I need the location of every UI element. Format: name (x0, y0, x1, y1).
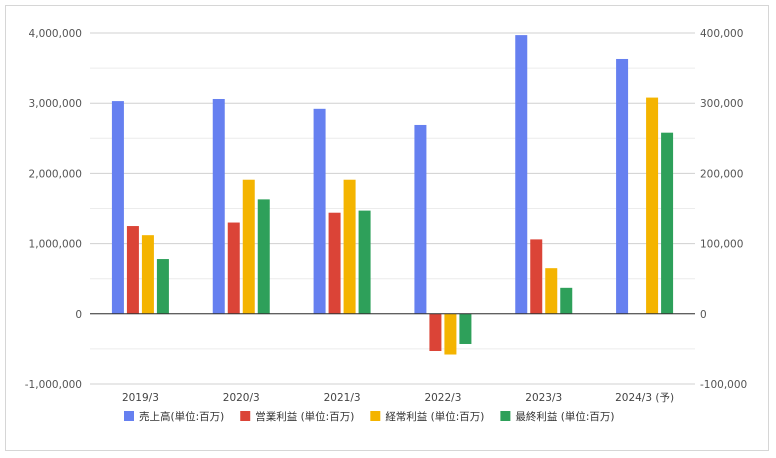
bar-1-2 (212, 98, 225, 314)
bars (111, 35, 674, 355)
legend-label: 経常利益 (単位:百万) (385, 410, 484, 423)
bar-3-1 (141, 235, 154, 314)
gridlines (90, 32, 695, 385)
axes: 4,000,000 3,000,000 2,000,000 1,000,000 0 -1,… (25, 28, 747, 404)
bar-4-2 (257, 199, 270, 314)
chart-frame: 4,000,000 3,000,000 2,000,000 1,000,000 0 -1,… (5, 5, 769, 451)
chart-canvas: 4,000,000 3,000,000 2,000,000 1,000,000 0 -1,… (25, 28, 747, 423)
bar-4-3 (358, 210, 371, 314)
y-right-tick-label: 400,000 (700, 28, 743, 40)
y-left-tick-label: 4,000,000 (29, 28, 82, 40)
bar-1-3 (313, 108, 326, 314)
bar-2-3 (328, 212, 341, 314)
legend-label: 営業利益 (単位:百万) (255, 410, 354, 423)
bar-2-5 (530, 239, 543, 314)
bar-4-6 (661, 132, 674, 314)
bar-2-4 (429, 313, 442, 352)
legend-label: 最終利益 (単位:百万) (515, 410, 614, 423)
bar-4-4 (459, 313, 472, 344)
bar-4-1 (156, 259, 169, 314)
legend-swatch (500, 411, 511, 421)
legend-swatch (124, 411, 134, 421)
y-right-tick-label: -100,000 (700, 379, 747, 391)
x-tick-label: 2019/3 (122, 392, 159, 404)
y-left-tick-label: 3,000,000 (29, 98, 82, 110)
bar-3-5 (545, 268, 558, 314)
legend-swatch (240, 411, 251, 421)
bar-4-5 (560, 287, 573, 314)
bar-2-1 (126, 226, 139, 314)
y-left-tick-label: 2,000,000 (29, 168, 82, 180)
x-tick-label: 2022/3 (424, 392, 461, 404)
legend-swatch (370, 411, 381, 421)
bar-1-1 (111, 101, 124, 314)
y-right-tick-label: 100,000 (700, 239, 743, 251)
x-tick-label: 2024/3 (予) (615, 392, 674, 404)
x-tick-label: 2021/3 (324, 392, 361, 404)
bar-3-2 (242, 179, 255, 314)
legend-item-1[interactable]: 売上高(単位:百万) (124, 410, 224, 423)
legend-item-3[interactable]: 経常利益 (単位:百万) (370, 410, 484, 423)
bar-2-2 (227, 222, 240, 314)
y-right-tick-label: 300,000 (700, 98, 743, 110)
bar-3-6 (646, 97, 659, 314)
x-tick-label: 2023/3 (525, 392, 562, 404)
bar-1-4 (414, 124, 427, 314)
bar-3-4 (444, 313, 457, 355)
y-left-tick-label: -1,000,000 (25, 379, 82, 391)
legend: 売上高(単位:百万) 営業利益 (単位:百万) 経常利益 (単位:百万) 最終利益 (… (124, 410, 614, 423)
bar-1-6 (616, 58, 629, 314)
bar-1-5 (515, 35, 528, 314)
legend-item-4[interactable]: 最終利益 (単位:百万) (500, 410, 614, 423)
legend-item-2[interactable]: 営業利益 (単位:百万) (240, 410, 354, 423)
y-left-tick-label: 1,000,000 (29, 239, 82, 251)
y-right-tick-label: 200,000 (700, 168, 743, 180)
legend-label: 売上高(単位:百万) (139, 410, 224, 423)
bar-3-3 (343, 179, 356, 314)
y-right-tick-label: 0 (700, 309, 707, 321)
y-left-tick-label: 0 (75, 309, 82, 321)
x-tick-label: 2020/3 (223, 392, 260, 404)
